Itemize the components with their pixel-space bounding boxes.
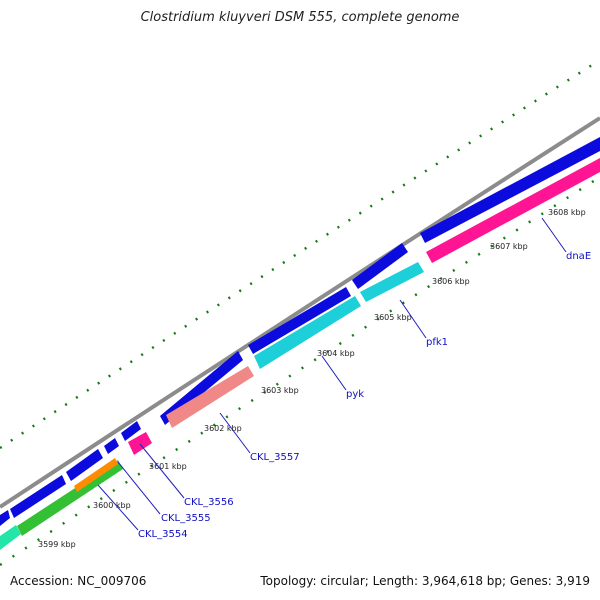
leader-pyk (321, 355, 347, 391)
gene-label-ckl-3557: CKL_3557 (250, 452, 300, 463)
forward-strand (0, 137, 600, 526)
gene-reverse-cyan-2 (360, 262, 424, 302)
gene-forward-7 (248, 287, 351, 354)
gene-reverse-teal (0, 525, 21, 550)
gene-label-ckl-3555: CKL_3555 (161, 513, 211, 524)
gene-forward-8 (352, 243, 408, 289)
tick-3606: 3606 kbp (432, 277, 470, 286)
gene-reverse-orange (74, 458, 118, 492)
gene-forward-1 (0, 510, 10, 526)
reverse-strand (0, 158, 600, 550)
tick-3601: 3601 kbp (149, 462, 187, 471)
gene-label-ckl-3556: CKL_3556 (184, 497, 234, 508)
tick-3599: 3599 kbp (38, 540, 76, 549)
gene-labels: CKL_3554 CKL_3555 CKL_3556 CKL_3557 pyk … (138, 251, 591, 540)
gene-reverse-cyan-1 (254, 296, 361, 369)
leader-ckl-3554 (97, 484, 139, 531)
gene-label-dnae: dnaE (566, 251, 591, 262)
gene-forward-3 (66, 449, 103, 481)
gene-reverse-magenta (426, 158, 600, 263)
gene-label-ckl-3554: CKL_3554 (138, 529, 188, 540)
gene-reverse-green (17, 460, 123, 536)
gene-forward-4 (104, 438, 119, 454)
tick-3605: 3605 kbp (374, 313, 412, 322)
label-leader-lines (97, 217, 567, 531)
backbone-arc (0, 116, 600, 509)
gene-label-pyk: pyk (346, 389, 364, 400)
map-title: Clostridium kluyveri DSM 555, complete g… (140, 10, 460, 25)
genome-summary-label: Topology: circular; Length: 3,964,618 bp… (260, 574, 590, 588)
tick-3607: 3607 kbp (490, 242, 528, 251)
gene-label-pfk1: pfk1 (426, 337, 448, 348)
gene-forward-5 (121, 421, 141, 441)
gene-forward-2 (10, 475, 66, 518)
leader-ckl-3557 (219, 412, 251, 454)
gene-reverse-salmon (166, 366, 254, 428)
tick-3600: 3600 kbp (93, 501, 131, 510)
leader-dnae (541, 217, 567, 253)
leader-ckl-3556 (139, 443, 185, 499)
tick-3608: 3608 kbp (548, 208, 586, 217)
tick-3603: 3603 kbp (261, 386, 299, 395)
kbp-tick-labels: 3599 kbp 3600 kbp 3601 kbp 3602 kbp 3603… (38, 208, 586, 549)
gene-forward-9 (420, 137, 600, 243)
tick-3604: 3604 kbp (317, 349, 355, 358)
leader-ckl-3555 (117, 461, 161, 515)
accession-label: Accession: NC_009706 (10, 574, 147, 588)
inner-dotted-ring (0, 175, 600, 567)
outer-dotted-ring (0, 58, 600, 450)
gene-reverse-magenta-small (128, 432, 152, 455)
leader-pfk1 (399, 299, 427, 339)
tick-3602: 3602 kbp (204, 424, 242, 433)
